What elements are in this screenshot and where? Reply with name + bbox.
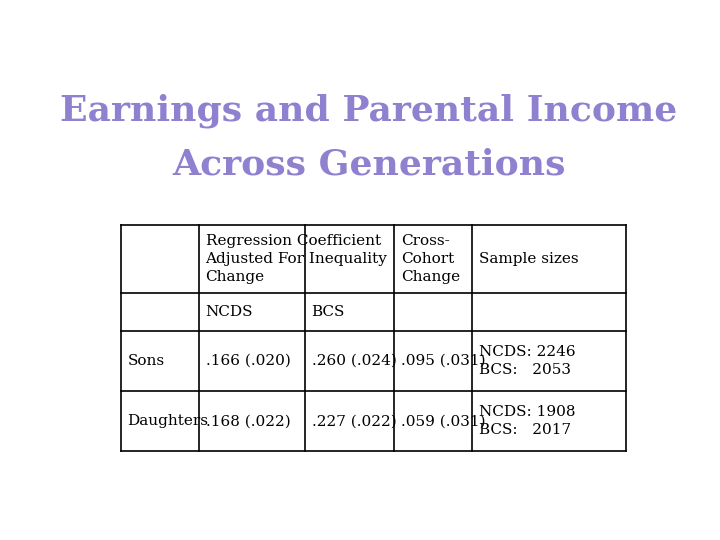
Text: NCDS: NCDS [205, 305, 253, 319]
Text: BCS:   2017: BCS: 2017 [479, 423, 571, 437]
Text: Earnings and Parental Income: Earnings and Parental Income [60, 94, 678, 129]
Text: .059 (.031): .059 (.031) [401, 414, 485, 428]
Text: Sons: Sons [127, 354, 164, 368]
Text: Across Generations: Across Generations [172, 148, 566, 182]
Text: Cross-
Cohort
Change: Cross- Cohort Change [401, 234, 460, 284]
Text: BCS:   2053: BCS: 2053 [479, 363, 571, 377]
Text: Daughters: Daughters [127, 414, 208, 428]
Text: BCS: BCS [312, 305, 345, 319]
Text: NCDS: 2246: NCDS: 2246 [479, 345, 575, 359]
Text: .260 (.024): .260 (.024) [312, 354, 397, 368]
Text: Regression Coefficient
Adjusted For Inequality
Change: Regression Coefficient Adjusted For Ineq… [205, 234, 387, 284]
Text: Sample sizes: Sample sizes [479, 252, 579, 266]
Text: NCDS: 1908: NCDS: 1908 [479, 406, 575, 419]
Text: .227 (.022): .227 (.022) [312, 414, 396, 428]
Text: .166 (.020): .166 (.020) [205, 354, 290, 368]
Text: .168 (.022): .168 (.022) [205, 414, 290, 428]
Text: .095 (.031): .095 (.031) [401, 354, 485, 368]
